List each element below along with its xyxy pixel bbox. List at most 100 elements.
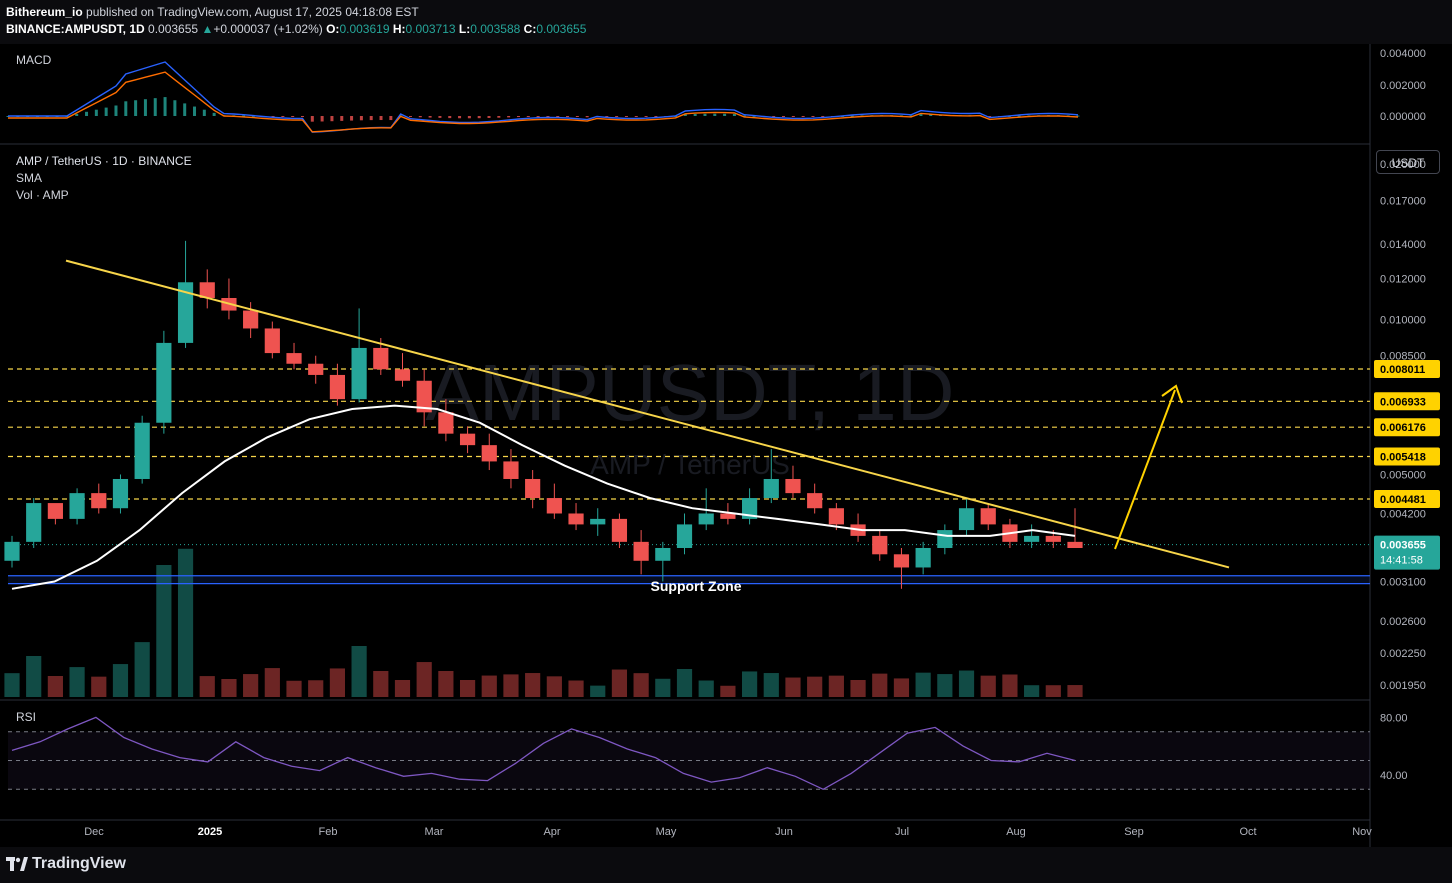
- macd-histogram-bar: [300, 116, 304, 117]
- macd-histogram-bar: [919, 114, 923, 116]
- candle-body: [611, 518, 628, 542]
- chart-watermark: AMPUSDT, 1D AMP / TetherUS: [426, 348, 955, 480]
- candle-body: [937, 530, 953, 548]
- last-price: 0.003655: [148, 22, 199, 36]
- volume-bar: [438, 671, 454, 697]
- sma-label[interactable]: SMA: [16, 171, 43, 185]
- signal-line: [8, 71, 1079, 133]
- macd-histogram-bar: [310, 116, 314, 122]
- open-value: 0.003619: [339, 22, 390, 36]
- volume-bar: [416, 662, 432, 697]
- rsi-tick-label: 80.00: [1380, 712, 1408, 724]
- macd-histogram-bar: [801, 116, 805, 117]
- candle-body: [199, 282, 215, 298]
- price-axis: 0.020000 0.017000 0.014000 0.012000 0.010000…: [1374, 159, 1440, 782]
- volume-bar: [1024, 685, 1040, 697]
- sma-line: [11, 404, 1076, 590]
- candle-body: [503, 461, 519, 479]
- symbol-name[interactable]: BINANCE:AMPUSDT, 1D: [6, 22, 145, 36]
- volume-bar: [655, 678, 671, 697]
- macd-histogram-bar: [546, 116, 550, 117]
- candle-body: [763, 478, 779, 499]
- currency-button[interactable]: USDT: [1376, 150, 1440, 174]
- price-tick-label: 0.001950: [1380, 680, 1426, 692]
- macd-histogram-bar: [202, 109, 206, 116]
- candle-body: [308, 363, 324, 375]
- tradingview-logo[interactable]: TradingView: [6, 855, 126, 873]
- time-tick-label: Mar: [425, 826, 444, 838]
- price-change: +0.000037 (+1.02%): [213, 22, 323, 36]
- volume-bar: [286, 680, 302, 697]
- time-tick-label: Jul: [895, 826, 909, 838]
- macd-histogram-bar: [369, 116, 373, 121]
- price-tick-label: 0.002600: [1380, 616, 1426, 628]
- macd-histogram-bar: [134, 100, 138, 116]
- candle-body: [112, 478, 129, 509]
- macd-histogram-bar: [75, 113, 79, 116]
- macd-histogram-bar: [654, 116, 658, 117]
- candle-body: [351, 347, 367, 400]
- volume-bar: [243, 674, 259, 697]
- level-price-tag: [1374, 447, 1440, 466]
- candle-body: [47, 503, 63, 519]
- candle-body: [980, 508, 996, 525]
- macd-histogram-bar: [811, 116, 815, 117]
- volume-bar: [459, 680, 476, 697]
- rsi-label[interactable]: RSI: [16, 710, 37, 724]
- macd-histogram-bar: [605, 116, 609, 117]
- price-tick-label: 0.005000: [1380, 469, 1426, 481]
- macd-histogram-bar: [330, 116, 334, 122]
- volume-bar: [69, 667, 85, 697]
- macd-histogram-bar: [1017, 115, 1021, 117]
- volume-bar: [611, 669, 628, 697]
- support-zone: [8, 575, 1370, 585]
- price-tick-label: 0.014000: [1380, 239, 1426, 251]
- macd-histogram-bar: [615, 116, 619, 117]
- macd-histogram-bar: [173, 100, 177, 116]
- macd-histogram-bar: [467, 116, 471, 119]
- last-price-label: 0.003655: [1380, 540, 1426, 552]
- volume-bar: [1045, 685, 1061, 697]
- main-pane-title[interactable]: AMP / TetherUS · 1D · BINANCE: [16, 154, 192, 168]
- candle-body: [785, 478, 801, 494]
- volume-bar: [915, 672, 931, 697]
- volume-label[interactable]: Vol · AMP: [16, 188, 69, 202]
- trendline: [65, 259, 1230, 569]
- macd-tick-label: 0.002000: [1380, 80, 1426, 92]
- macd-histogram-bar: [350, 116, 354, 121]
- price-tick-label: 0.020000: [1380, 159, 1426, 171]
- countdown-label: 14:41:58: [1380, 555, 1423, 567]
- low-value: 0.003588: [470, 22, 521, 36]
- candle-body: [958, 508, 975, 531]
- macd-histogram-bar: [850, 115, 854, 117]
- candle-body: [286, 353, 302, 364]
- candle-body: [373, 347, 389, 370]
- macd-tick-label: 0.004000: [1380, 48, 1426, 60]
- candle-body: [264, 328, 280, 354]
- macd-tick-label: 0.000000: [1380, 111, 1426, 123]
- volume-bar: [26, 656, 42, 697]
- high-label: H:: [392, 22, 406, 36]
- watermark-big: AMPUSDT, 1D: [426, 348, 955, 437]
- chart-canvas[interactable]: AMPUSDT, 1D AMP / TetherUS 0.004000 0.002…: [0, 0, 1452, 847]
- volume-bar: [91, 676, 107, 697]
- price-tick-label: 0.004200: [1380, 508, 1426, 520]
- close-label: C:: [523, 22, 537, 36]
- macd-histogram-bar: [124, 101, 128, 116]
- candle-body: [915, 547, 931, 568]
- macd-histogram-bar: [772, 116, 776, 117]
- volume-bar: [568, 680, 584, 697]
- publisher-name[interactable]: Bithereum_io: [6, 5, 83, 19]
- candle-body: [394, 369, 411, 381]
- candle-body: [26, 503, 42, 542]
- rsi-line: [11, 716, 1076, 791]
- macd-histogram-bar: [683, 114, 687, 116]
- level-price-label: 0.006176: [1380, 422, 1426, 434]
- level-price-label: 0.006933: [1380, 396, 1426, 408]
- volume-bar: [850, 680, 866, 697]
- candle-body: [720, 513, 736, 519]
- macd-histogram-bar: [251, 115, 255, 117]
- macd-histogram-bar: [320, 116, 324, 122]
- volume-bar: [546, 676, 562, 697]
- volume-bar: [741, 671, 758, 697]
